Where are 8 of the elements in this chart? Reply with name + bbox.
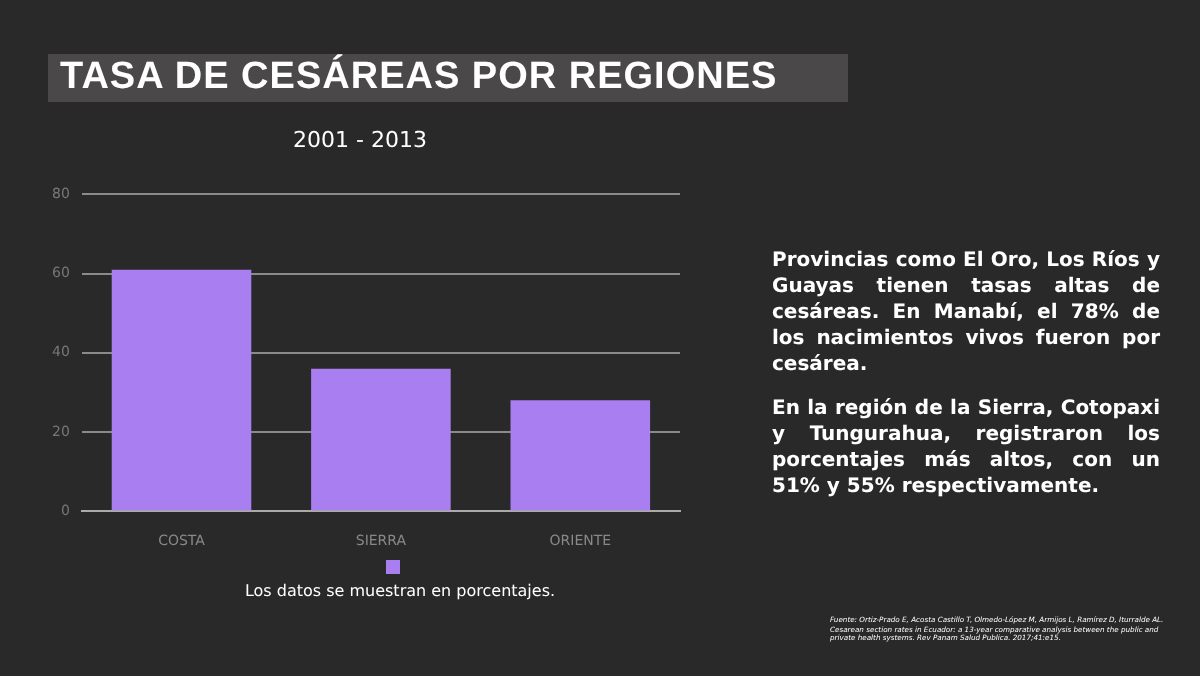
text: Provincias como El Oro, Los Ríos y Guayas tienen tasas altas de cesáreas. En Manabí, el 78% de los nacimientos vivos fueron por cesárea.	[772, 248, 1160, 378]
text: En la región de la Sierra, Cotopaxi y Tungurahua, registraron los porcentajes más altos, con un 51% y 55% respectivamente.	[772, 396, 1160, 500]
bar	[510, 400, 651, 511]
chart-title: TASA DE CESÁREAS POR REGIONES	[60, 56, 778, 100]
text: Los datos se muestran en porcentajes.	[242, 582, 558, 600]
bar	[111, 269, 252, 511]
bar	[311, 368, 451, 511]
chart-subtitle: 2001 - 2013	[293, 126, 427, 153]
